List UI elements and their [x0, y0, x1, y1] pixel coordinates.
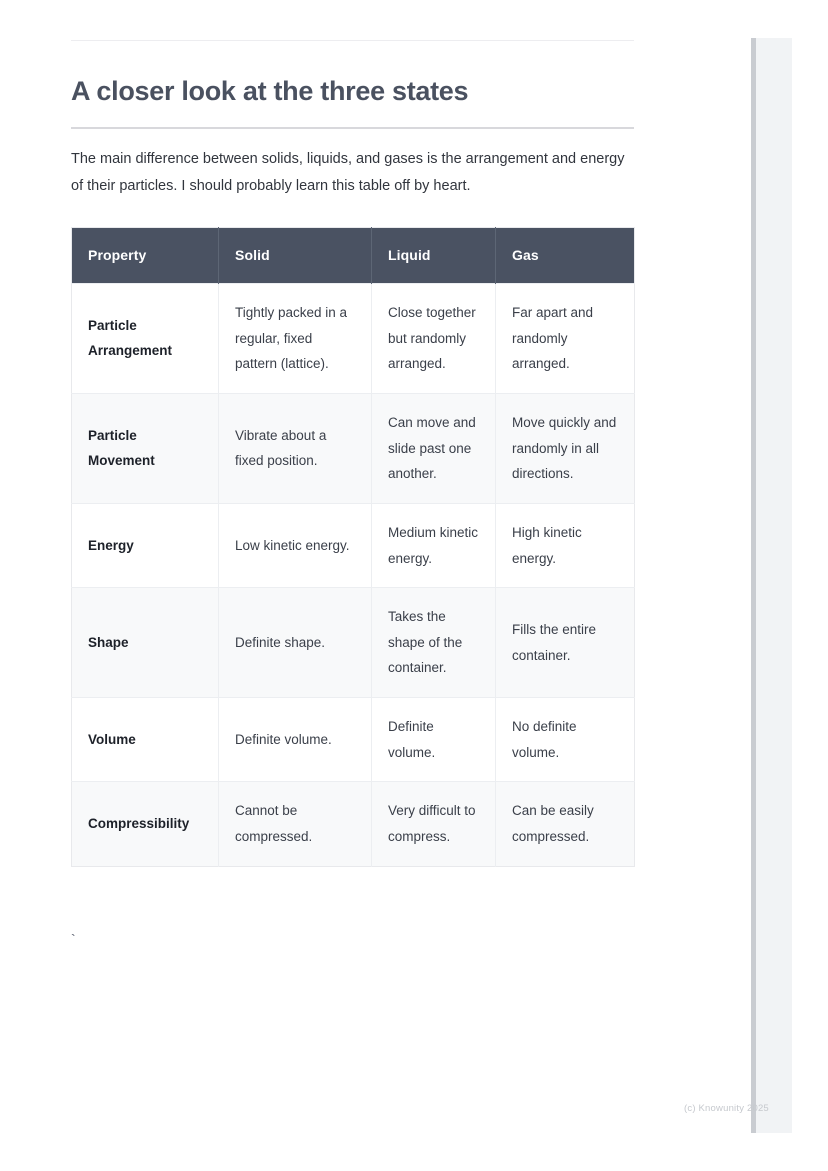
column-header-property: Property: [71, 227, 219, 284]
column-header-gas: Gas: [495, 227, 635, 284]
table-header-row: Property Solid Liquid Gas: [71, 227, 635, 284]
table-header: Property Solid Liquid Gas: [71, 227, 635, 284]
cell-liquid: Very difficult to compress.: [371, 781, 496, 867]
cell-gas: Fills the entire container.: [495, 587, 635, 698]
intro-paragraph: The main difference between solids, liqu…: [71, 151, 625, 195]
cell-solid: Vibrate about a fixed position.: [218, 392, 372, 504]
cell-property: Compressibility: [71, 781, 219, 867]
cell-property: Shape: [71, 587, 219, 698]
states-table-wrapper: Property Solid Liquid Gas Particle Arran…: [71, 227, 635, 867]
states-comparison-table: Property Solid Liquid Gas Particle Arran…: [71, 227, 635, 867]
top-divider: [71, 40, 634, 41]
cell-gas: High kinetic energy.: [495, 502, 635, 588]
cell-solid: Cannot be compressed.: [218, 781, 372, 867]
cell-solid: Definite volume.: [218, 697, 372, 782]
cell-property: Particle Arrangement: [71, 283, 219, 394]
column-header-solid: Solid: [218, 227, 372, 284]
cell-solid: Definite shape.: [218, 587, 372, 698]
cell-liquid: Can move and slide past one another.: [371, 392, 496, 504]
table-body: Particle Arrangement Tightly packed in a…: [71, 283, 635, 867]
cell-liquid: Medium kinetic energy.: [371, 502, 496, 588]
page-title: A closer look at the three states: [71, 76, 469, 106]
cell-solid: Tightly packed in a regular, fixed patte…: [218, 283, 372, 394]
cell-gas: No definite volume.: [495, 697, 635, 782]
scrollbar-track[interactable]: [751, 38, 792, 1133]
cell-property: Energy: [71, 502, 219, 588]
document-content: A closer look at the three states The ma…: [71, 40, 635, 867]
copyright-watermark: (c) Knowunity 2025: [684, 1103, 769, 1114]
document-page: A closer look at the three states The ma…: [71, 40, 635, 947]
title-divider: [71, 127, 634, 130]
table-row: Compressibility Cannot be compressed. Ve…: [71, 781, 635, 867]
table-row: Energy Low kinetic energy. Medium kineti…: [71, 502, 635, 588]
table-row: Shape Definite shape. Takes the shape of…: [71, 587, 635, 698]
column-header-liquid: Liquid: [371, 227, 496, 284]
scrollbar-thumb[interactable]: [751, 38, 756, 1133]
table-row: Particle Arrangement Tightly packed in a…: [71, 283, 635, 394]
cell-gas: Move quickly and randomly in all directi…: [495, 392, 635, 504]
cell-property: Volume: [71, 697, 219, 782]
cell-liquid: Close together but randomly arranged.: [371, 283, 496, 394]
cell-liquid: Takes the shape of the container.: [371, 587, 496, 698]
table-row: Volume Definite volume. Definite volume.…: [71, 697, 635, 782]
cell-gas: Far apart and randomly arranged.: [495, 283, 635, 394]
cell-gas: Can be easily compressed.: [495, 781, 635, 867]
stray-backtick-character: `: [71, 931, 76, 947]
cell-solid: Low kinetic energy.: [218, 502, 372, 588]
cell-liquid: Definite volume.: [371, 697, 496, 782]
table-row: Particle Movement Vibrate about a fixed …: [71, 392, 635, 504]
cell-property: Particle Movement: [71, 392, 219, 504]
